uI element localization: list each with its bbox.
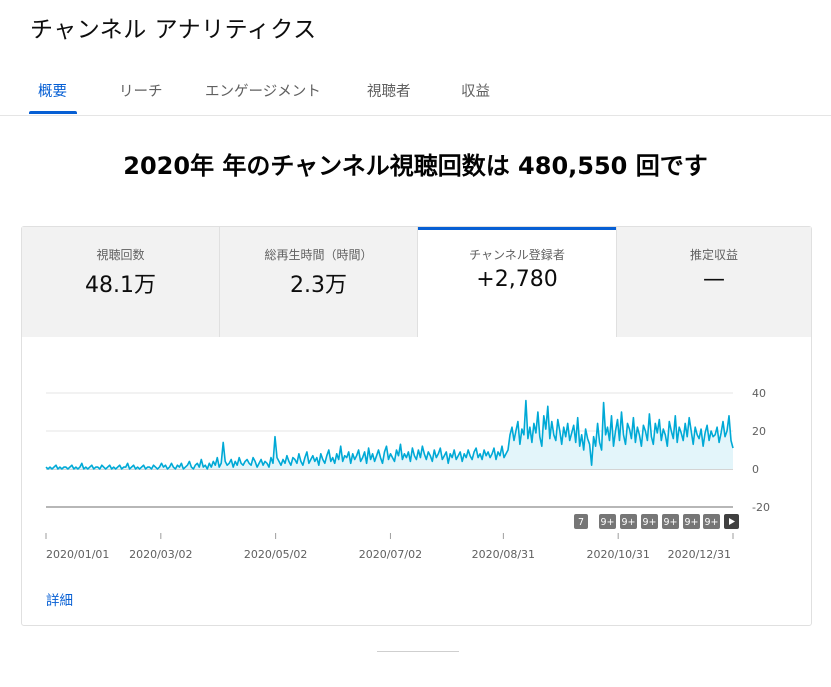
metric-views-value: 48.1万: [85, 273, 156, 298]
event-marker-box: [574, 514, 588, 529]
x-tick-label: 2020/08/31: [472, 548, 535, 561]
event-marker[interactable]: 9+: [662, 514, 679, 529]
event-marker-label: 9+: [621, 517, 635, 528]
event-marker-label: 9+: [704, 517, 718, 528]
y-tick-label: 0: [752, 463, 759, 476]
y-tick-label: 40: [752, 387, 766, 400]
event-marker[interactable]: 9+: [703, 514, 720, 529]
x-tick-label: 2020/05/02: [244, 548, 307, 561]
metric-subscribers-value: +2,780: [476, 267, 558, 292]
y-tick-label: -20: [752, 501, 770, 514]
tab-engagement[interactable]: エンゲージメント: [205, 84, 321, 100]
event-marker[interactable]: 9+: [620, 514, 637, 529]
x-axis-ticks: 2020/01/01 2020/03/02 2020/05/02 2020/07/02…: [45, 533, 734, 561]
analytics-card: 視聴回数 48.1万 総再生時間（時間） 2.3万 チャンネル登録者 +2,78…: [21, 226, 812, 626]
event-marker-box: [683, 514, 700, 529]
x-tick-label: 2020/10/31: [586, 548, 649, 561]
event-marker-box: [641, 514, 658, 529]
headline: 2020年 年のチャンネル視聴回数は 480,550 回です: [123, 152, 708, 180]
metric-revenue-label: 推定収益: [689, 248, 738, 262]
event-marker-label: 9+: [684, 517, 698, 528]
event-marker-label: 9+: [642, 517, 656, 528]
page-title: チャンネル アナリティクス: [30, 17, 317, 43]
event-marker-label: 9+: [663, 517, 677, 528]
play-icon-glyph: [729, 518, 735, 525]
event-marker-box: [703, 514, 720, 529]
metric-views-label: 視聴回数: [96, 248, 145, 262]
series-area: [46, 400, 733, 469]
metric-views[interactable]: 視聴回数 48.1万: [22, 227, 220, 337]
tab-audience[interactable]: 視聴者: [367, 84, 411, 100]
event-marker-label: 9+: [600, 517, 614, 528]
y-tick-label: 20: [752, 425, 766, 438]
tab-revenue[interactable]: 収益: [461, 84, 490, 100]
event-marker-box: [620, 514, 637, 529]
metric-subscribers-label: チャンネル登録者: [469, 248, 565, 262]
tab-overview[interactable]: 概要: [38, 84, 67, 100]
event-marker[interactable]: 9+: [683, 514, 700, 529]
x-tick-label: 2020/12/31: [668, 548, 731, 561]
series-line: [45, 399, 734, 470]
metric-watch-time-value: 2.3万: [290, 273, 347, 298]
event-marker-box: [599, 514, 616, 529]
metric-watch-time-label: 総再生時間（時間）: [264, 248, 373, 262]
x-tick-label: 2020/03/02: [129, 548, 192, 561]
metric-tabs: 視聴回数 48.1万 総再生時間（時間） 2.3万 チャンネル登録者 +2,78…: [22, 227, 811, 337]
metric-revenue-value: —: [703, 267, 725, 292]
event-marker[interactable]: 9+: [599, 514, 616, 529]
y-axis-ticks: 40 20 0 -20: [752, 387, 770, 514]
event-marker-box: [662, 514, 679, 529]
divider: [377, 651, 459, 652]
play-icon[interactable]: [724, 514, 739, 529]
detail-link[interactable]: 詳細: [46, 593, 73, 609]
tab-bar: 概要 リーチ エンゲージメント 視聴者 収益: [0, 70, 831, 116]
metric-revenue[interactable]: 推定収益 —: [616, 227, 811, 337]
event-marker-label: 7: [578, 517, 584, 528]
tab-reach[interactable]: リーチ: [119, 84, 163, 100]
active-tab-indicator: [29, 111, 77, 114]
event-marker[interactable]: 7: [574, 514, 588, 529]
metric-watch-time[interactable]: 総再生時間（時間） 2.3万: [220, 227, 418, 337]
metric-subscribers[interactable]: チャンネル登録者 +2,780: [418, 227, 616, 337]
event-marker[interactable]: 9+: [641, 514, 658, 529]
event-markers: 7 9+ 9+ 9+ 9+ 9+ 9+: [574, 514, 739, 529]
x-tick-label: 2020/01/01: [46, 548, 109, 561]
x-tick-label: 2020/07/02: [359, 548, 422, 561]
